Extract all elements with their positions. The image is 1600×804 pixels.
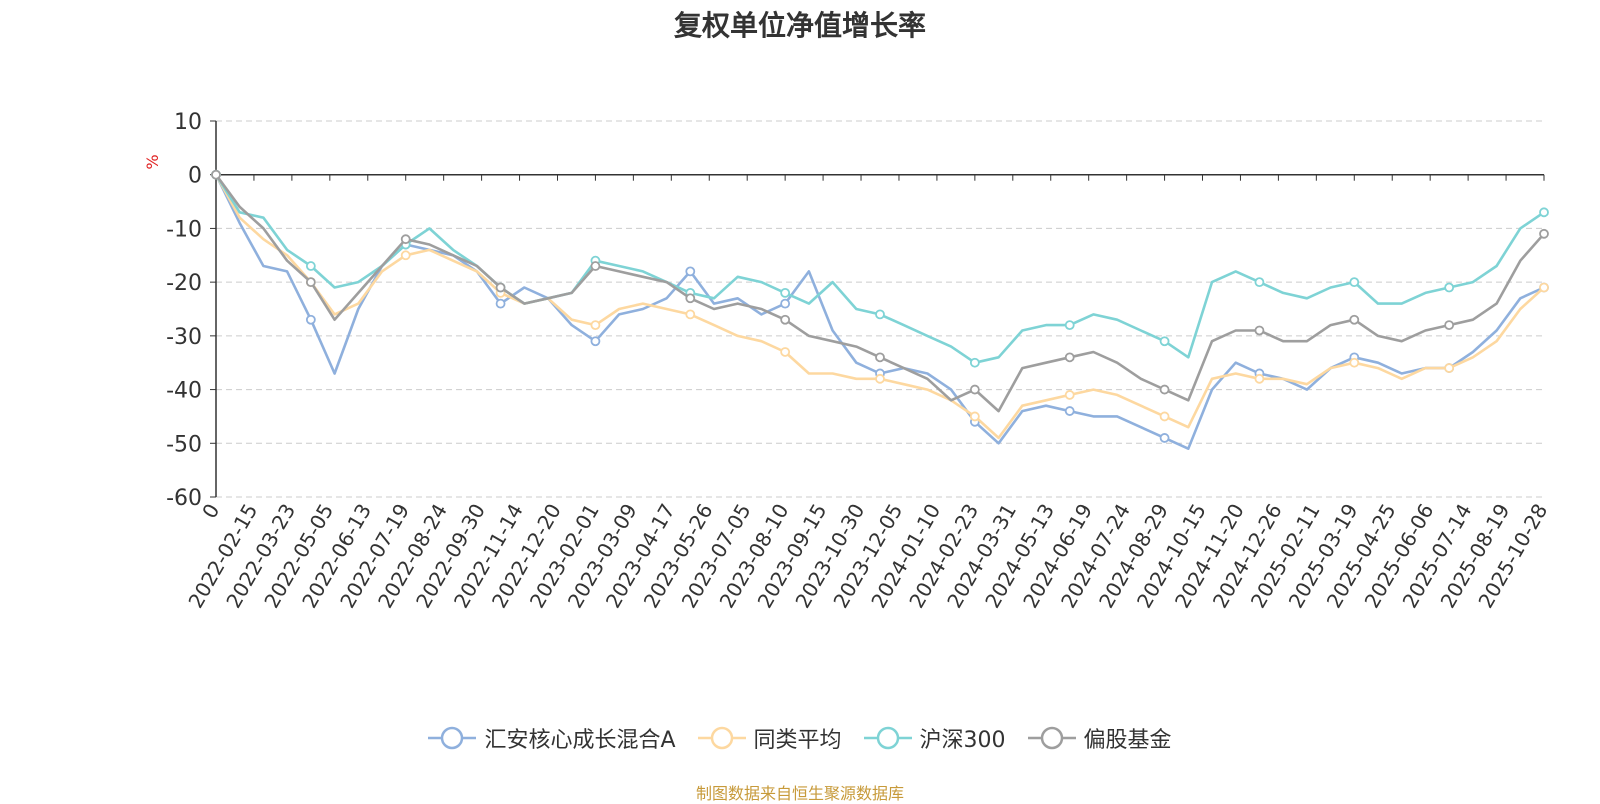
series-point [780, 314, 791, 325]
series-point [1444, 282, 1455, 293]
series-point [685, 293, 696, 304]
legend-item[interactable]: 汇安核心成长混合A [428, 722, 676, 754]
y-tick-label: -20 [166, 271, 202, 296]
y-tick-label: -60 [166, 486, 202, 511]
series-point [875, 309, 885, 320]
series-point [1254, 277, 1265, 288]
legend-swatch [863, 726, 912, 750]
series-point [400, 250, 411, 261]
series-point [590, 336, 601, 347]
series-point [1539, 228, 1549, 239]
series-point [969, 411, 980, 422]
series-point [1159, 384, 1170, 395]
y-tick-label: -40 [166, 379, 202, 404]
series-point [1254, 373, 1265, 384]
series-point [1349, 277, 1360, 288]
series-point [1444, 320, 1455, 331]
chart-title: 复权单位净值增长率 [673, 9, 926, 42]
series-point [495, 298, 506, 309]
chart-plot: 100-10-20-30-40-50-60%02022-02-152022-03… [143, 110, 1552, 612]
legend-swatch [1027, 726, 1076, 750]
y-tick-label: 10 [174, 110, 202, 135]
y-tick-label: 0 [188, 164, 202, 189]
series-point [875, 352, 885, 363]
series-point [590, 261, 601, 271]
series-point [875, 373, 885, 384]
legend-label: 偏股基金 [1083, 728, 1172, 753]
series-point [1064, 352, 1075, 363]
chart-legend: 汇安核心成长混合A 同类平均 沪深300 偏股基金 [0, 722, 1600, 754]
y-tick-label: -10 [166, 217, 202, 242]
series-point [780, 298, 791, 309]
series-point [305, 314, 316, 325]
legend-label: 同类平均 [753, 728, 842, 753]
series-point [305, 277, 316, 288]
series-point [400, 234, 411, 245]
legend-label: 汇安核心成长混合A [484, 728, 676, 753]
series-point [685, 309, 696, 320]
y-tick-label: -30 [166, 325, 202, 350]
series-point [211, 169, 221, 180]
source-note: 制图数据来自恒生聚源数据库 [695, 784, 904, 803]
series-point [305, 261, 316, 271]
series-point [1349, 314, 1360, 325]
series-point [780, 347, 791, 357]
series-point [590, 320, 601, 331]
series-point [1159, 411, 1170, 422]
x-tick-label: 0 [197, 500, 224, 523]
legend-swatch [428, 726, 477, 750]
legend-item[interactable]: 沪深300 [863, 722, 1006, 754]
series-point [1064, 390, 1075, 400]
series-point [969, 357, 980, 368]
series-point [495, 282, 506, 293]
series-line [214, 174, 1545, 440]
series-point [1159, 433, 1170, 443]
series-point [1539, 282, 1549, 293]
series-point [1254, 325, 1265, 336]
y-tick-label: -50 [166, 432, 202, 457]
legend-label: 沪深300 [919, 728, 1006, 753]
series-point [1349, 357, 1360, 368]
legend-item[interactable]: 同类平均 [697, 722, 842, 754]
series-point [1539, 207, 1549, 218]
legend-swatch [697, 726, 746, 750]
series-point [1159, 336, 1170, 347]
series-point [1064, 320, 1075, 331]
series-point [685, 266, 696, 277]
y-axis-label: % [143, 154, 162, 169]
series-point [1064, 406, 1075, 416]
series-line [214, 174, 1545, 364]
series-point [1444, 363, 1455, 373]
legend-item[interactable]: 偏股基金 [1027, 722, 1172, 754]
series-point [969, 384, 980, 395]
series-point [780, 287, 791, 298]
